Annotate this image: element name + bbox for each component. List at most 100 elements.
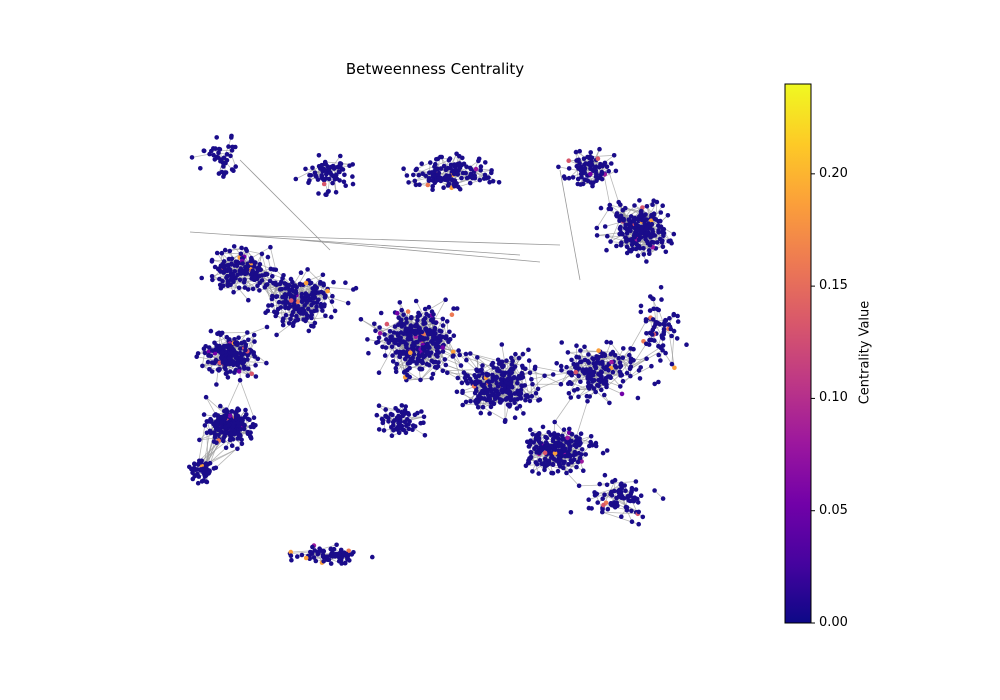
graph-node	[236, 369, 242, 374]
graph-node	[486, 393, 491, 398]
graph-node	[572, 442, 577, 448]
graph-node	[550, 470, 556, 476]
graph-node	[465, 380, 470, 386]
graph-node	[668, 238, 673, 243]
graph-node	[623, 488, 628, 494]
graph-node	[413, 298, 419, 304]
graph-node	[430, 187, 435, 192]
graph-node	[224, 370, 230, 375]
graph-edge	[244, 279, 260, 291]
graph-node	[226, 422, 232, 428]
graph-node	[333, 190, 339, 195]
graph-node	[226, 144, 231, 149]
graph-node	[330, 293, 335, 299]
graph-node	[215, 331, 220, 337]
graph-edge	[299, 239, 541, 263]
graph-edge	[629, 343, 647, 370]
graph-node	[488, 404, 494, 410]
graph-node	[245, 330, 250, 335]
graph-node	[521, 411, 526, 416]
graph-node	[557, 442, 562, 447]
graph-node	[575, 459, 581, 465]
graph-node	[201, 412, 207, 417]
graph-node	[338, 153, 343, 159]
graph-node	[436, 344, 442, 350]
graph-node	[239, 437, 244, 443]
graph-node	[401, 312, 406, 318]
graph-node	[599, 169, 605, 175]
graph-node	[551, 436, 556, 441]
graph-node	[347, 558, 352, 563]
graph-node	[576, 366, 582, 371]
graph-node	[575, 362, 580, 367]
graph-node	[565, 350, 571, 355]
graph-node	[510, 358, 515, 364]
graph-node	[567, 426, 572, 432]
graph-node	[556, 164, 561, 170]
graph-node	[404, 344, 409, 350]
graph-node	[212, 340, 217, 346]
graph-node	[635, 253, 641, 258]
graph-node	[595, 156, 601, 161]
graph-node	[582, 166, 588, 171]
graph-node	[636, 521, 641, 527]
graph-node	[445, 370, 450, 376]
graph-node	[283, 298, 289, 304]
graph-node	[477, 177, 483, 183]
graph-node	[237, 268, 242, 274]
graph-node	[243, 344, 248, 349]
graph-edge	[530, 429, 554, 439]
graph-node	[620, 378, 626, 384]
graph-node	[245, 357, 250, 362]
graph-node	[395, 333, 401, 339]
graph-node	[590, 183, 595, 189]
graph-node	[635, 228, 641, 233]
graph-node	[225, 375, 231, 380]
graph-node	[252, 339, 257, 344]
graph-node	[393, 369, 399, 375]
graph-node	[533, 391, 539, 396]
graph-node	[320, 176, 325, 181]
graph-node	[330, 550, 335, 556]
graph-node	[401, 331, 407, 337]
graph-node	[515, 380, 520, 386]
graph-node	[432, 325, 438, 331]
graph-node	[318, 281, 323, 286]
graph-node	[300, 311, 306, 316]
graph-node	[600, 507, 605, 512]
graph-node	[636, 237, 642, 242]
graph-node	[404, 316, 409, 322]
graph-node	[574, 464, 579, 470]
graph-node	[232, 340, 238, 346]
graph-node	[209, 369, 215, 374]
graph-node	[321, 281, 326, 287]
graph-node	[324, 172, 329, 177]
graph-node	[216, 146, 222, 152]
graph-node	[530, 381, 535, 387]
graph-node	[573, 149, 579, 155]
graph-node	[593, 174, 599, 179]
graph-node	[606, 168, 611, 174]
graph-edge	[579, 484, 608, 487]
graph-node	[663, 249, 669, 255]
graph-node	[325, 189, 331, 195]
graph-node	[376, 370, 382, 376]
graph-node	[331, 279, 336, 285]
graph-edge	[575, 401, 588, 437]
graph-node	[658, 218, 663, 224]
graph-node	[528, 450, 534, 455]
graph-node	[589, 506, 594, 511]
graph-node	[290, 309, 296, 315]
graph-node	[217, 366, 222, 372]
graph-node	[420, 335, 425, 341]
graph-node	[431, 334, 436, 340]
graph-node	[417, 330, 422, 336]
graph-node	[229, 262, 234, 267]
graph-node	[248, 434, 254, 440]
graph-node	[231, 279, 236, 285]
graph-edge	[416, 162, 431, 170]
graph-node	[498, 381, 504, 386]
graph-node	[602, 392, 607, 398]
graph-node	[226, 256, 232, 262]
